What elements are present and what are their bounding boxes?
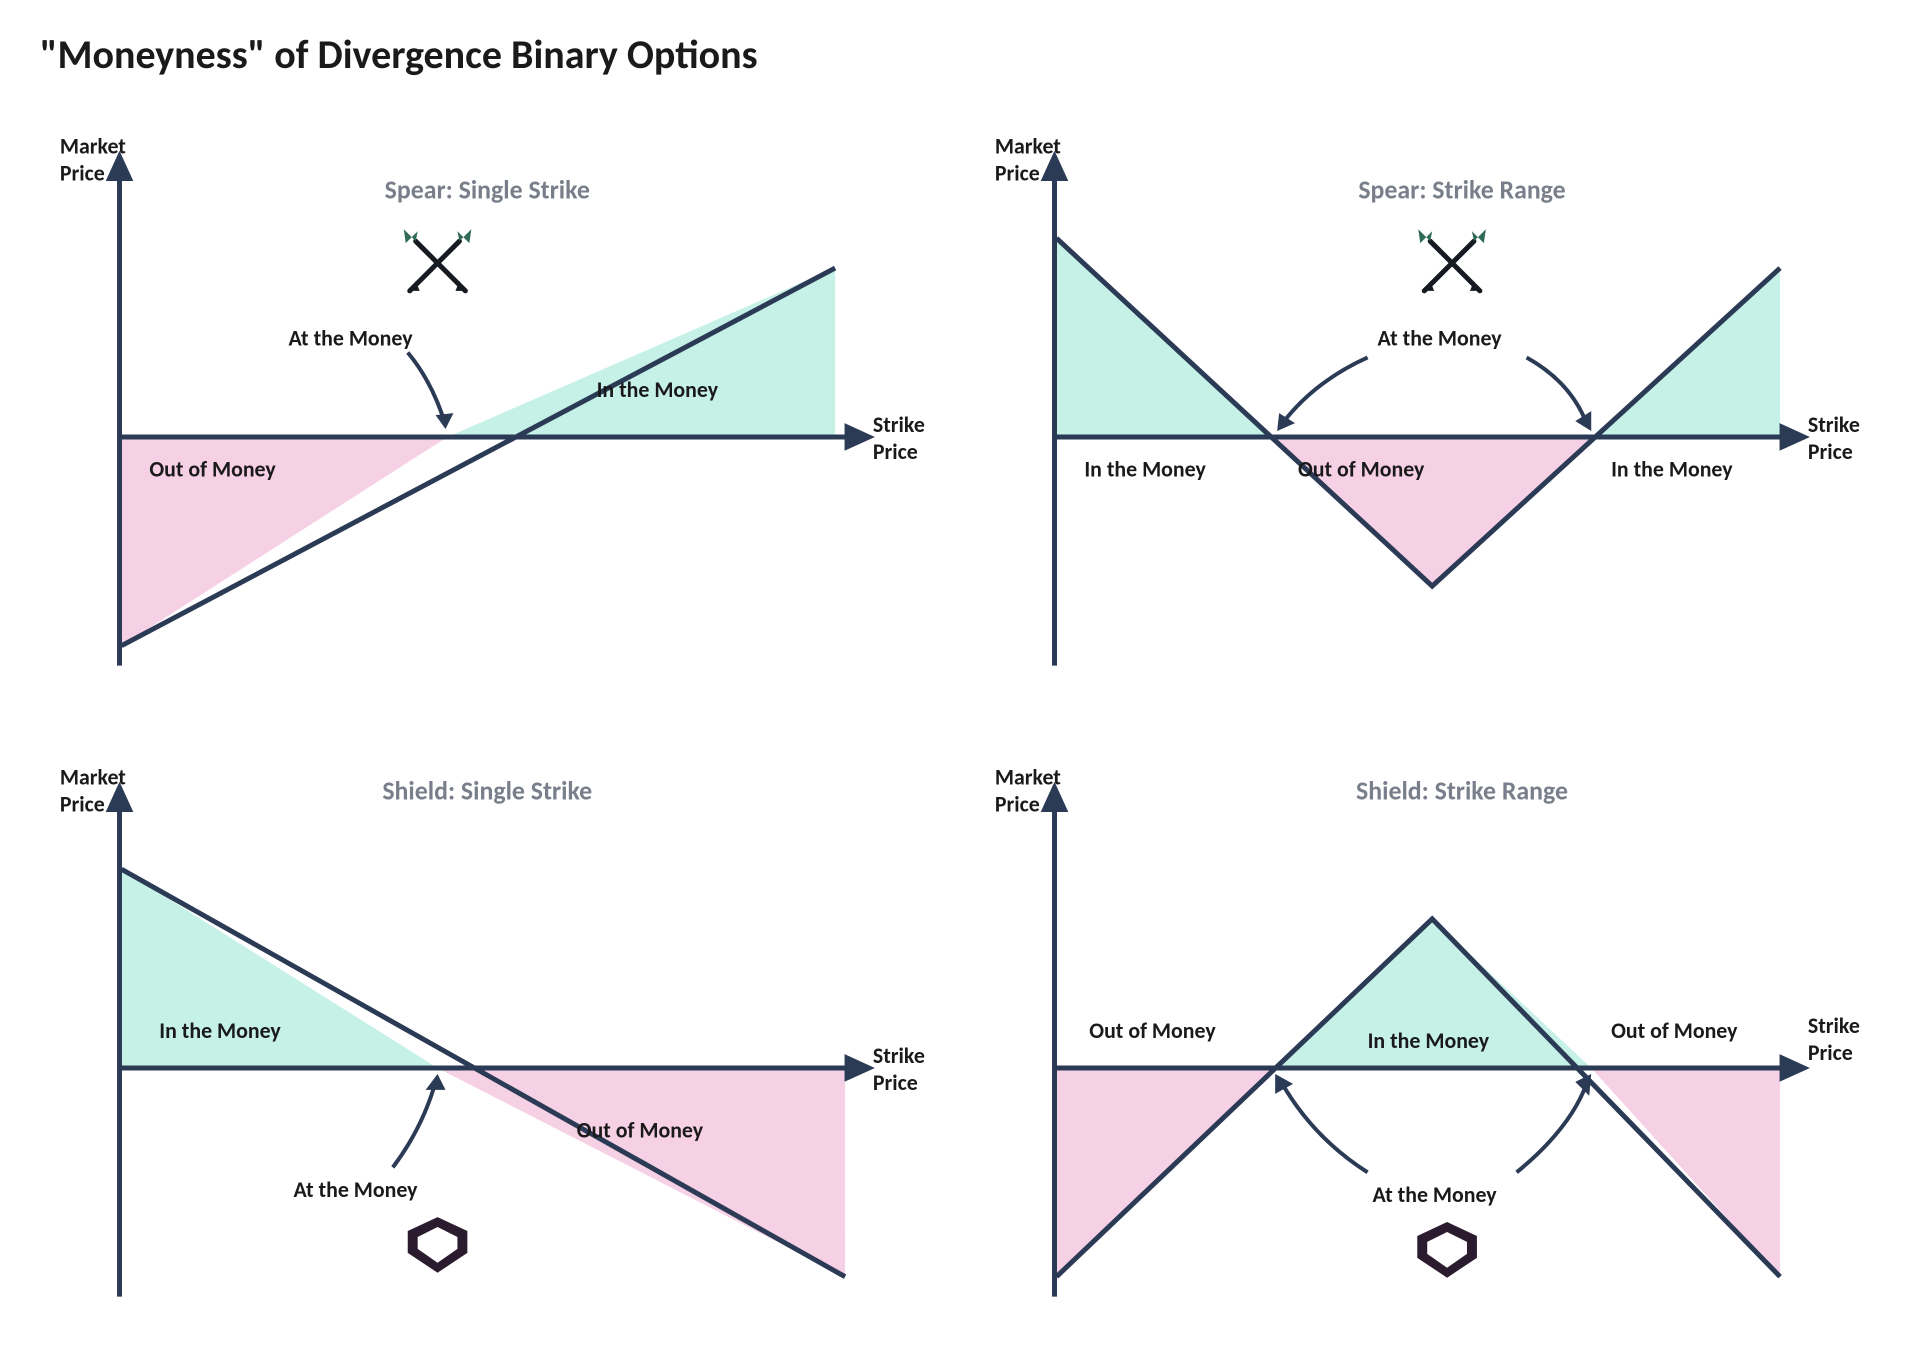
panel-title: Shield: Single Strike bbox=[382, 775, 592, 807]
x-axis-label-2: Price bbox=[873, 1069, 918, 1096]
atm-label: At the Money bbox=[288, 325, 413, 352]
panel-title: Spear: Single Strike bbox=[385, 173, 590, 205]
x-axis-label-1: Strike bbox=[873, 411, 925, 438]
y-axis-label-2: Price bbox=[60, 160, 105, 187]
chart-grid: Spear: Single Strike Market Price Strike… bbox=[40, 109, 1869, 1322]
page-title: "Moneyness" of Divergence Binary Options bbox=[40, 30, 1869, 79]
itm-label: In the Money bbox=[597, 376, 719, 403]
x-axis-label-1: Strike bbox=[1807, 411, 1859, 438]
atm-arrow-right bbox=[1526, 357, 1591, 431]
otm-label: Out of Money bbox=[149, 456, 276, 483]
otm-label: Out of Money bbox=[577, 1117, 704, 1144]
panel-spear-range: Spear: Strike Range Market Price Strike … bbox=[975, 109, 1870, 690]
y-axis-label-1: Market bbox=[60, 764, 126, 791]
shield-icon bbox=[1417, 1222, 1477, 1278]
x-axis-label-2: Price bbox=[873, 438, 918, 465]
y-axis-label-1: Market bbox=[994, 764, 1060, 791]
otm-label-right: Out of Money bbox=[1611, 1018, 1738, 1045]
y-axis-label-1: Market bbox=[994, 133, 1060, 160]
atm-arrow bbox=[408, 353, 454, 430]
panel-title: Spear: Strike Range bbox=[1358, 173, 1565, 205]
x-axis-label-1: Strike bbox=[873, 1042, 925, 1069]
itm-label: In the Money bbox=[159, 1018, 281, 1045]
y-axis-label-2: Price bbox=[994, 160, 1039, 187]
x-axis-label-1: Strike bbox=[1807, 1013, 1859, 1040]
y-axis-label-1: Market bbox=[60, 133, 126, 160]
x-axis-label-2: Price bbox=[1807, 1039, 1852, 1066]
atm-arrow bbox=[393, 1074, 446, 1167]
atm-label: At the Money bbox=[1377, 325, 1502, 352]
panel-shield-range: Shield: Strike Range Market Price Strike… bbox=[975, 740, 1870, 1321]
y-axis-label-2: Price bbox=[60, 791, 105, 818]
otm-label-left: Out of Money bbox=[1089, 1018, 1216, 1045]
panel-title: Shield: Strike Range bbox=[1356, 775, 1568, 807]
spear-icon bbox=[1418, 229, 1486, 291]
region-in-fill bbox=[447, 268, 835, 437]
y-axis-label-2: Price bbox=[994, 791, 1039, 818]
itm-label: In the Money bbox=[1367, 1028, 1489, 1055]
atm-arrow-left bbox=[1275, 1074, 1367, 1172]
spear-icon bbox=[404, 229, 472, 291]
itm-label-right: In the Money bbox=[1611, 456, 1733, 483]
itm-label-left: In the Money bbox=[1084, 456, 1206, 483]
region-out-fill bbox=[438, 1068, 845, 1277]
atm-arrow-left bbox=[1277, 357, 1367, 431]
panel-shield-single: Shield: Single Strike Market Price Strik… bbox=[40, 740, 935, 1321]
panel-spear-single: Spear: Single Strike Market Price Strike… bbox=[40, 109, 935, 690]
x-axis-label-2: Price bbox=[1807, 438, 1852, 465]
atm-arrow-right bbox=[1516, 1074, 1591, 1172]
atm-label: At the Money bbox=[293, 1177, 418, 1204]
atm-label: At the Money bbox=[1372, 1182, 1497, 1209]
shield-icon bbox=[408, 1218, 468, 1274]
otm-label: Out of Money bbox=[1298, 456, 1425, 483]
